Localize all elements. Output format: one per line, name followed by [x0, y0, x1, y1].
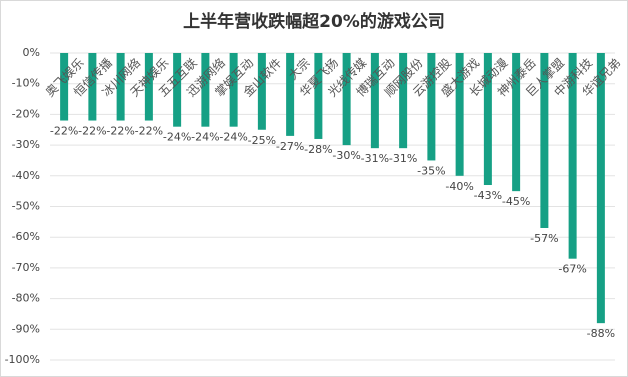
data-label: -88% [587, 327, 615, 340]
bar [596, 53, 605, 324]
bar [60, 53, 69, 121]
data-label: -43% [474, 189, 502, 202]
data-label: -24% [219, 131, 247, 144]
data-label: -27% [276, 140, 304, 153]
bar [286, 53, 295, 136]
bar [229, 53, 238, 127]
y-tick-label: -30% [12, 138, 40, 151]
bar [455, 53, 464, 176]
y-tick-label: -60% [12, 230, 40, 243]
bar [314, 53, 323, 139]
bar [427, 53, 436, 161]
data-label: -24% [163, 131, 191, 144]
chart-title: 上半年营收跌幅超20%的游戏公司 [183, 11, 445, 32]
y-tick-label: -90% [12, 322, 40, 335]
y-tick-label: 0% [23, 46, 40, 59]
bar [483, 53, 492, 186]
data-label: -31% [361, 152, 389, 165]
y-tick-label: -10% [12, 77, 40, 90]
data-label: -22% [78, 125, 106, 138]
y-tick-label: -20% [12, 107, 40, 120]
bar [568, 53, 577, 259]
bar [399, 53, 408, 149]
data-label: -22% [135, 125, 163, 138]
data-label: -40% [445, 180, 473, 193]
bar [370, 53, 379, 149]
data-label: -28% [304, 143, 332, 156]
y-tick-label: -80% [12, 292, 40, 305]
bar [342, 53, 351, 146]
bar [173, 53, 182, 127]
data-label: -67% [558, 263, 586, 276]
bar [512, 53, 521, 192]
bar [88, 53, 97, 121]
bar [201, 53, 210, 127]
data-label: -24% [191, 131, 219, 144]
data-label: -45% [502, 195, 530, 208]
bar [144, 53, 153, 121]
data-label: -30% [332, 149, 360, 162]
y-tick-label: -100% [5, 353, 40, 366]
bar [116, 53, 125, 121]
data-label: -57% [530, 232, 558, 245]
data-label: -25% [248, 134, 276, 147]
y-tick-label: -50% [12, 200, 40, 213]
data-label: -22% [106, 125, 134, 138]
y-tick-label: -40% [12, 169, 40, 182]
y-tick-label: -70% [12, 261, 40, 274]
data-label: -31% [389, 152, 417, 165]
data-label: -35% [417, 164, 445, 177]
bar [540, 53, 549, 228]
bar [257, 53, 266, 130]
data-label: -22% [50, 125, 78, 138]
